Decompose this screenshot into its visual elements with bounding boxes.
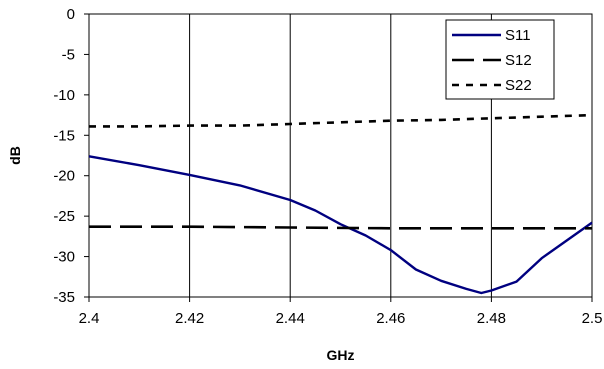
axes xyxy=(88,13,593,298)
x-tick-label: 2.4 xyxy=(79,310,100,327)
x-tick-label: 2.42 xyxy=(175,310,204,327)
series-line-s12 xyxy=(89,225,592,230)
y-tick-label: -15 xyxy=(53,127,75,144)
series-line-s11 xyxy=(88,155,593,295)
x-tick-label: 2.48 xyxy=(477,310,506,327)
series-group xyxy=(88,113,593,295)
y-tick-label: -30 xyxy=(53,249,75,266)
y-tick-label: 0 xyxy=(67,6,75,23)
y-tick-label: -10 xyxy=(53,87,75,104)
legend-label-s12: S12 xyxy=(505,52,532,69)
y-tick-label: -5 xyxy=(62,46,75,63)
tick-labels: 2.4 2.42 2.44 2.46 2.48 2.5 0 -5 -10 -15 -20 -25 -30… xyxy=(53,6,602,327)
x-axis-title: GHz xyxy=(327,347,355,363)
legend-label-s22: S22 xyxy=(505,77,532,94)
y-axis-title: dB xyxy=(7,146,23,165)
y-tick-label: -25 xyxy=(53,208,75,225)
y-tick-label: -20 xyxy=(53,168,75,185)
legend: S11 S12 S22 xyxy=(445,19,555,100)
plot-area-frame xyxy=(88,13,593,298)
y-tick-label: -35 xyxy=(53,289,75,306)
x-tick-label: 2.46 xyxy=(376,310,405,327)
x-tick-label: 2.5 xyxy=(582,310,603,327)
x-tick-label: 2.44 xyxy=(276,310,305,327)
legend-label-s11: S11 xyxy=(505,27,531,44)
series-line-s22 xyxy=(89,113,593,128)
